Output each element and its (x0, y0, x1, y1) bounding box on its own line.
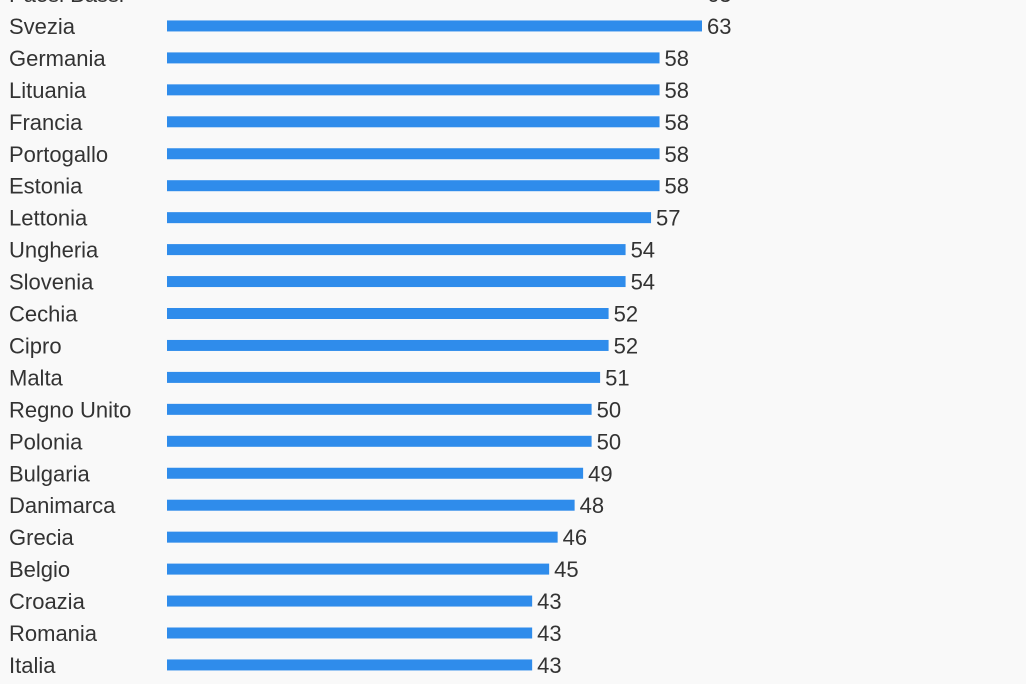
bar (167, 308, 609, 319)
value-label: 50 (597, 429, 621, 454)
category-label: Lituania (9, 78, 87, 103)
category-label: Portogallo (9, 142, 108, 167)
value-label: 45 (554, 557, 578, 582)
value-label: 43 (537, 653, 561, 678)
bar-row: Paesi Bassi 63 (9, 0, 731, 7)
category-label: Croazia (9, 589, 86, 614)
bar (167, 563, 550, 575)
bar (167, 467, 584, 479)
bar (167, 371, 601, 383)
bar (167, 627, 533, 639)
category-label: Bulgaria (9, 461, 90, 486)
category-label: Lettonia (9, 206, 88, 231)
category-label: Regno Unito (9, 397, 131, 422)
value-label: 58 (665, 78, 689, 103)
value-label: 43 (537, 589, 561, 614)
bar-row: Ungheria 54 (9, 238, 655, 263)
bar (167, 276, 626, 288)
bar (167, 499, 575, 511)
bar-row: Malta 51 (9, 365, 630, 390)
bar (167, 595, 533, 607)
category-label: Polonia (9, 429, 83, 454)
bar-row: Svezia 63 (9, 14, 731, 39)
bar-row: Lettonia 57 (9, 206, 681, 231)
bar-row: Grecia 46 (9, 525, 587, 550)
category-label: Malta (9, 365, 64, 390)
bar (167, 84, 660, 96)
bar (167, 339, 609, 351)
value-label: 52 (614, 333, 638, 358)
value-label: 48 (580, 493, 604, 518)
bar (167, 659, 533, 671)
bar-row: Danimarca 48 (9, 493, 604, 518)
category-label: Slovenia (9, 270, 94, 295)
category-label: Grecia (9, 525, 75, 550)
bar-row: Bulgaria 49 (9, 461, 613, 486)
bar (167, 20, 702, 32)
category-label: Paesi Bassi (9, 0, 124, 7)
bar-row: Cipro 52 (9, 333, 638, 358)
bar (167, 531, 558, 543)
bar (167, 403, 592, 415)
category-label: Belgio (9, 557, 70, 582)
bar-row: Polonia 50 (9, 429, 621, 454)
bar-row: Estonia 58 (9, 174, 689, 199)
value-label: 54 (631, 270, 655, 295)
bar-row: Slovenia 54 (9, 270, 655, 295)
value-label: 63 (707, 0, 731, 7)
bar (167, 435, 592, 447)
bar-row: Croazia 43 (9, 589, 562, 614)
value-label: 58 (665, 46, 689, 71)
bar-row: Regno Unito 50 (9, 397, 621, 422)
category-label: Germania (9, 46, 106, 71)
value-label: 58 (665, 110, 689, 135)
category-label: Cechia (9, 302, 78, 327)
category-label: Danimarca (9, 493, 116, 518)
bar (167, 212, 652, 224)
category-label: Francia (9, 110, 83, 135)
category-label: Estonia (9, 174, 83, 199)
bar (167, 244, 626, 256)
value-label: 50 (597, 397, 621, 422)
bar (167, 148, 660, 160)
category-label: Italia (9, 653, 56, 678)
bar-row: Germania 58 (9, 46, 689, 71)
value-label: 49 (588, 461, 612, 486)
category-label: Romania (9, 621, 98, 646)
bar (167, 180, 660, 192)
category-label: Ungheria (9, 238, 99, 263)
value-label: 57 (656, 206, 680, 231)
bar-row: Portogallo 58 (9, 142, 689, 167)
bar-row: Belgio 45 (9, 557, 579, 582)
category-label: Svezia (9, 14, 76, 39)
value-label: 63 (707, 14, 731, 39)
value-label: 58 (665, 174, 689, 199)
value-label: 43 (537, 621, 561, 646)
bar-row: Romania 43 (9, 621, 562, 646)
value-label: 52 (614, 302, 638, 327)
value-label: 51 (605, 365, 629, 390)
bar (167, 116, 660, 128)
category-label: Cipro (9, 333, 62, 358)
bar-row: Lituania 58 (9, 78, 689, 103)
bar-row: Italia 43 (9, 653, 562, 678)
value-label: 46 (563, 525, 587, 550)
bar (167, 52, 660, 64)
bar-row: Cechia 52 (9, 302, 638, 327)
bar-row: Francia 58 (9, 110, 689, 135)
value-label: 58 (665, 142, 689, 167)
value-label: 54 (631, 238, 655, 263)
